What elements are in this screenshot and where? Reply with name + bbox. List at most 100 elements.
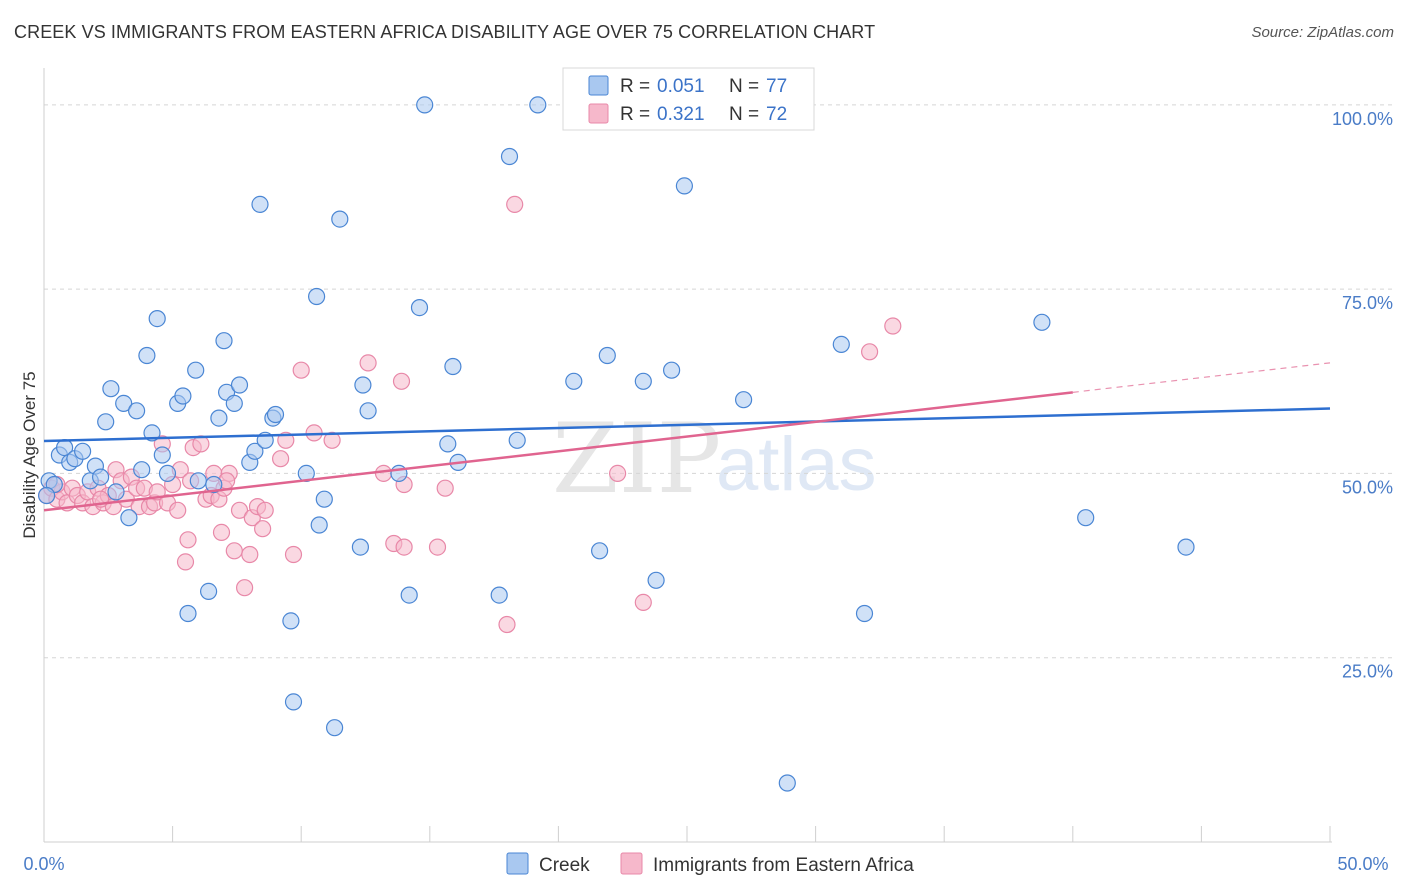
creek-point [310,516,328,534]
creek-point [97,413,115,431]
legend-imm-n-label: N = [729,104,759,125]
immigrants-point [241,545,259,564]
immigrants-point [395,538,413,556]
creek-point [128,402,146,420]
immigrants-point [323,431,341,449]
creek-point [189,472,207,490]
y-axis-label: Disability Age Over 75 [20,371,39,538]
immigrants-point [277,431,295,449]
creek-point [500,147,519,166]
immigrants-point [176,553,195,571]
immigrants-trend-extension [1072,362,1331,393]
creek-point [107,483,125,501]
watermark-zip: ZIP [552,403,721,515]
creek-point [153,446,171,464]
creek-point [230,376,249,394]
creek-point [215,332,233,350]
immigrants-point [359,354,377,372]
immigrants-point [498,615,516,634]
creek-point [91,468,110,486]
creek-point [529,96,547,114]
creek-point [251,195,269,213]
bottom-legend: Creek Immigrants from Eastern Africa [506,852,914,876]
creek-point [590,542,609,560]
creek-point [439,435,457,453]
creek-point [1033,313,1051,331]
immigrants-point [212,523,231,542]
series-immigrants-points [37,195,902,634]
creek-point [102,380,120,398]
creek-point [37,486,56,505]
creek-point [331,210,349,228]
creek-point [225,394,243,412]
legend-creek-n-value: 77 [766,76,787,97]
chart-title: CREEK VS IMMIGRANTS FROM EASTERN AFRICA … [14,22,876,42]
legend-imm-swatch [588,103,609,124]
creek-point [326,719,344,737]
y-tick-label-25: 25.0% [1342,662,1393,682]
watermark-atlas: atlas [716,422,877,507]
bottom-legend-creek-label: Creek [539,855,590,876]
creek-point [133,461,151,479]
creek-point [598,346,616,365]
creek-point [359,402,377,420]
creek-point [351,538,369,556]
x-ticks [43,826,1331,842]
creek-point [444,357,462,376]
creek-point [282,612,300,630]
creek-point [400,586,418,604]
immigrants-point [634,593,652,612]
y-tick-label-75: 75.0% [1342,293,1393,313]
immigrants-point [230,501,249,519]
immigrants-point [256,501,274,519]
immigrants-point [236,579,254,597]
bottom-legend-creek-swatch [506,852,529,875]
x-tick-label-min: 0.0% [23,854,64,874]
creek-point [205,475,223,494]
immigrants-point [506,195,524,213]
creek-point [490,586,508,604]
creek-point [410,299,429,317]
creek-point [73,442,92,460]
creek-point [855,604,874,623]
immigrants-point [860,343,879,361]
immigrants-point [292,361,310,379]
creek-point [647,571,665,589]
y-tick-label-50: 50.0% [1342,477,1393,497]
legend-creek-r-label: R = [620,76,650,97]
x-tick-label-max: 50.0% [1337,854,1388,874]
creek-point [115,394,133,412]
creek-point [1077,509,1095,527]
y-tick-label-100: 100.0% [1332,109,1393,129]
creek-point [565,372,583,390]
immigrants-point [608,464,627,482]
creek-point [308,287,326,306]
creek-point [354,376,372,394]
creek-point [832,335,850,353]
y-tick-labels: 25.0% 50.0% 75.0% 100.0% [1332,109,1393,682]
creek-point [158,464,177,482]
creek-point [734,391,753,409]
creek-trend-line [43,407,1331,443]
immigrants-trend-line [43,391,1073,512]
legend-creek-n-label: N = [729,76,759,97]
creek-point [416,96,434,114]
axes [43,68,1332,843]
creek-point [179,604,197,623]
immigrants-point [428,538,447,556]
immigrants-point [284,545,303,564]
bottom-legend-imm-label: Immigrants from Eastern Africa [653,855,914,876]
creek-point [174,387,192,405]
trend-lines [43,362,1331,512]
immigrants-point [254,520,272,538]
immigrants-point [225,542,243,560]
immigrants-point [179,531,197,549]
creek-point [200,582,218,601]
immigrants-point [374,464,393,482]
creek-point [187,361,205,379]
creek-point [148,310,166,328]
legend-box: R = 0.051 N = 77 R = 0.321 N = 72 [562,67,815,131]
creek-point [508,431,526,449]
immigrants-point [169,501,187,519]
